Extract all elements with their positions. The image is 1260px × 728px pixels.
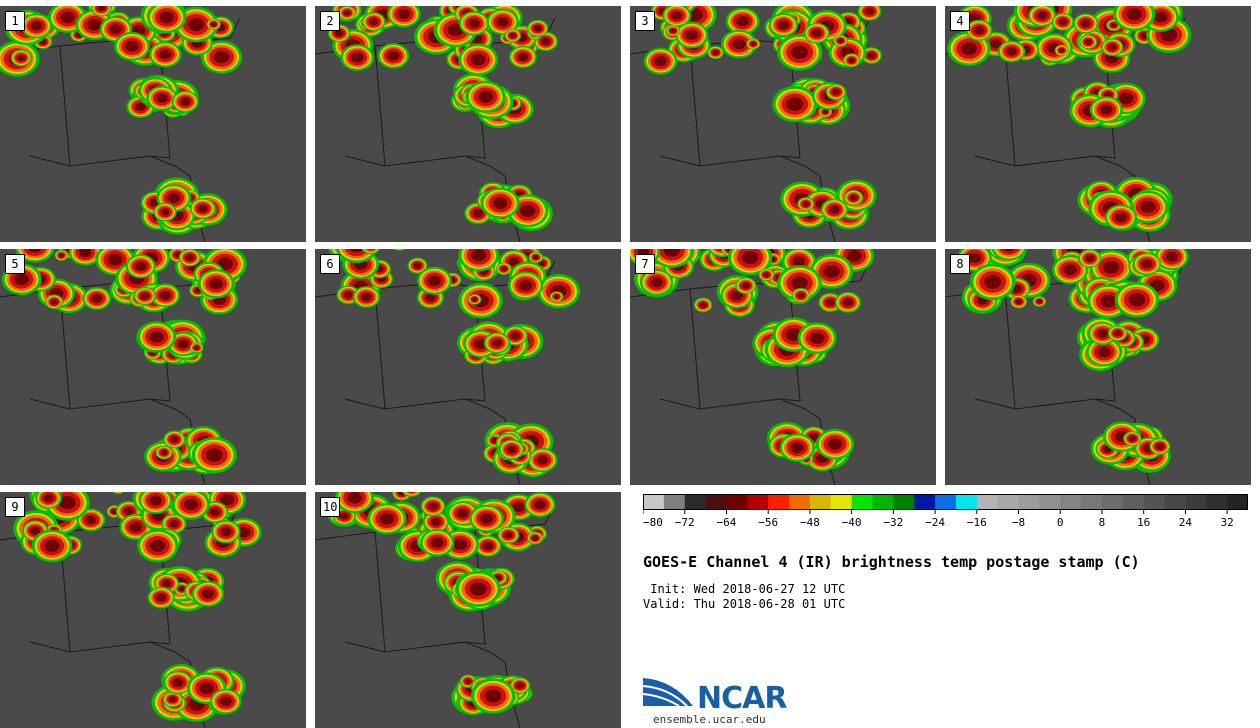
- ir-map: [945, 249, 1189, 485]
- colorbar-swatch: [1206, 494, 1228, 510]
- ncar-logo-icon: [643, 678, 693, 707]
- colorbar-swatch: [1018, 494, 1040, 510]
- colorbar-swatch: [955, 494, 978, 510]
- stamp-panel-1: 1: [0, 6, 306, 242]
- ensemble-url: ensemble.ucar.edu: [653, 713, 766, 726]
- ir-map: [315, 249, 581, 485]
- valid-time: Valid: Thu 2018-06-28 01 UTC: [643, 597, 846, 611]
- colorbar-swatch: [643, 494, 665, 510]
- panel-number: 10: [320, 497, 341, 517]
- colorbar-swatch: [684, 494, 707, 510]
- stamp-panel-4: 4: [945, 6, 1251, 242]
- colorbar-swatch: [663, 494, 686, 510]
- colorbar-swatch: [789, 494, 811, 510]
- colorbar-tick-label: 24: [1179, 516, 1193, 529]
- colorbar-swatch: [830, 494, 853, 510]
- temperature-colorbar: −80 −72 −64 −56 −48 −40 −32 −24 −16 −8 0 8 16 24 32: [643, 494, 1248, 529]
- ir-map: [0, 492, 262, 728]
- panel-number: 9: [5, 497, 25, 517]
- colorbar-swatch: [1060, 494, 1082, 510]
- ir-map: [0, 6, 243, 242]
- colorbar-swatch: [1185, 494, 1207, 510]
- colorbar-swatch: [914, 494, 936, 510]
- panel-number: 5: [5, 254, 25, 274]
- stamp-panel-3: 3: [630, 6, 936, 242]
- panel-number: 4: [950, 11, 970, 31]
- colorbar-swatch: [726, 494, 748, 510]
- panel-number: 2: [320, 11, 340, 31]
- colorbar-swatch: [976, 494, 999, 510]
- stamp-panel-8: 8: [945, 249, 1251, 485]
- colorbar-swatch: [893, 494, 915, 510]
- colorbar-swatch: [1101, 494, 1124, 510]
- panel-number: 7: [635, 254, 655, 274]
- stamp-panel-5: 5: [0, 249, 306, 485]
- ir-map: [315, 492, 556, 728]
- colorbar-swatch: [747, 494, 769, 510]
- colorbar-swatch: [1081, 494, 1103, 510]
- colorbar-tick-label: 8: [1099, 516, 1106, 529]
- colorbar-swatch: [1122, 494, 1145, 510]
- page-title: GOES-E Channel 4 (IR) brightness temp po…: [643, 553, 1140, 571]
- colorbar-tick-label: −16: [967, 516, 987, 529]
- ir-map: [630, 249, 875, 485]
- colorbar-swatch: [872, 494, 894, 510]
- panel-number: 3: [635, 11, 655, 31]
- colorbar-swatch: [768, 494, 790, 510]
- panel-number: 1: [5, 11, 25, 31]
- colorbar-swatch: [1227, 494, 1248, 510]
- panel-number: 8: [950, 254, 970, 274]
- colorbar-swatch: [997, 494, 1020, 510]
- colorbar-swatch: [1164, 494, 1186, 510]
- colorbar-tick-label: −56: [758, 516, 778, 529]
- ncar-logo-text: NCAR: [697, 681, 787, 716]
- stamp-panel-7: 7: [630, 249, 936, 485]
- ir-map: [945, 6, 1192, 242]
- stamp-panel-6: 6: [315, 249, 621, 485]
- ir-map: [0, 249, 247, 485]
- stamp-panel-10: 10: [315, 492, 621, 728]
- stamp-panel-2: 2: [315, 6, 621, 242]
- colorbar-swatch: [1039, 494, 1061, 510]
- stamp-panel-9: 9: [0, 492, 306, 728]
- colorbar-tick-label: −80: [643, 516, 663, 529]
- colorbar-swatch: [1143, 494, 1166, 510]
- colorbar-swatch: [809, 494, 832, 510]
- colorbar-tick-label: −24: [925, 516, 945, 529]
- colorbar-tick-label: −72: [675, 516, 695, 529]
- colorbar-tick-label: 16: [1137, 516, 1150, 529]
- panel-number: 6: [320, 254, 340, 274]
- ir-map: [630, 6, 882, 242]
- colorbar-tick-label: −48: [800, 516, 820, 529]
- colorbar-swatch: [935, 494, 957, 510]
- colorbar-swatch: [705, 494, 727, 510]
- colorbar-tick-label: −64: [717, 516, 737, 529]
- colorbar-tick-label: 32: [1221, 516, 1234, 529]
- colorbar-swatch: [851, 494, 873, 510]
- colorbar-tick-label: −8: [1012, 516, 1025, 529]
- ir-map: [315, 6, 558, 242]
- colorbar-tick-label: 0: [1057, 516, 1064, 529]
- colorbar-tick-label: −32: [883, 516, 903, 529]
- init-time: Init: Wed 2018-06-27 12 UTC: [643, 582, 846, 596]
- colorbar-tick-label: −40: [842, 516, 862, 529]
